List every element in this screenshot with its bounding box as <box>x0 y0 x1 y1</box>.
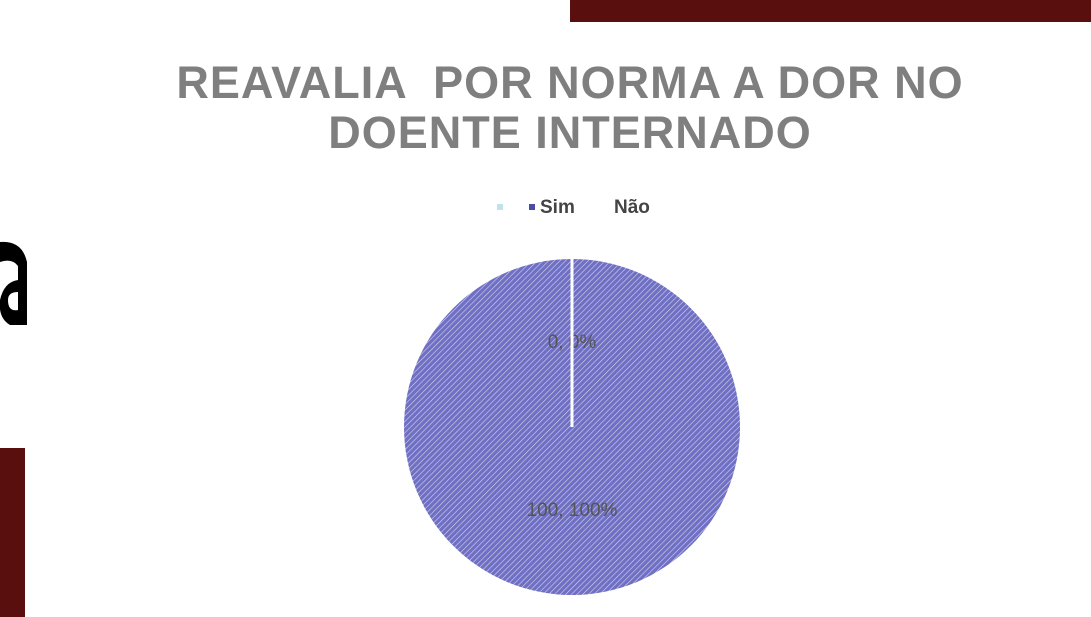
legend-marker <box>529 204 535 210</box>
legend-label: Não <box>614 197 650 218</box>
legend-label: Sim <box>540 197 575 218</box>
data-label: 100, 100% <box>527 500 618 521</box>
chart-title: REAVALIA POR NORMA A DOR NO DOENTE INTER… <box>176 57 978 158</box>
side-bar <box>0 448 25 617</box>
legend-marker <box>497 204 503 210</box>
cut-glyph <box>0 241 27 325</box>
top-bar <box>570 0 1091 22</box>
